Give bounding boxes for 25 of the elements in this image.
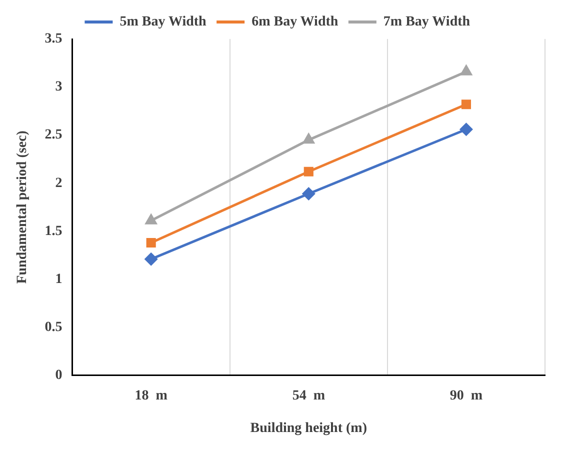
x-tick-label: 18 m [134,388,168,404]
point [460,123,472,136]
y-tick-label: 3.5 [44,32,62,47]
y-tick-label: 0.5 [44,320,62,335]
x-tick-label: 54 m [292,388,326,404]
x-axis-title: Building height (m) [250,421,368,436]
y-tick-label: 1.5 [44,224,62,239]
point [302,187,315,200]
point [146,214,157,224]
x-tick-label: 90 m [450,388,483,404]
y-axis-title: Fundamental period (sec) [15,130,30,284]
point [461,100,471,110]
point [146,238,156,248]
point [303,134,314,144]
point [304,166,314,176]
legend-label: 5m Bay Width [120,14,207,30]
y-tick-label: 0 [55,368,62,384]
point [460,65,472,76]
point [144,252,158,266]
y-tick-label: 2 [55,176,62,191]
y-tick-label: 2.5 [44,128,62,143]
y-tick-label: 1 [55,272,62,287]
legend-label: 6m Bay Width [252,14,338,30]
y-tick-label: 3 [55,80,62,95]
legend-label: 7m Bay Width [383,14,470,30]
